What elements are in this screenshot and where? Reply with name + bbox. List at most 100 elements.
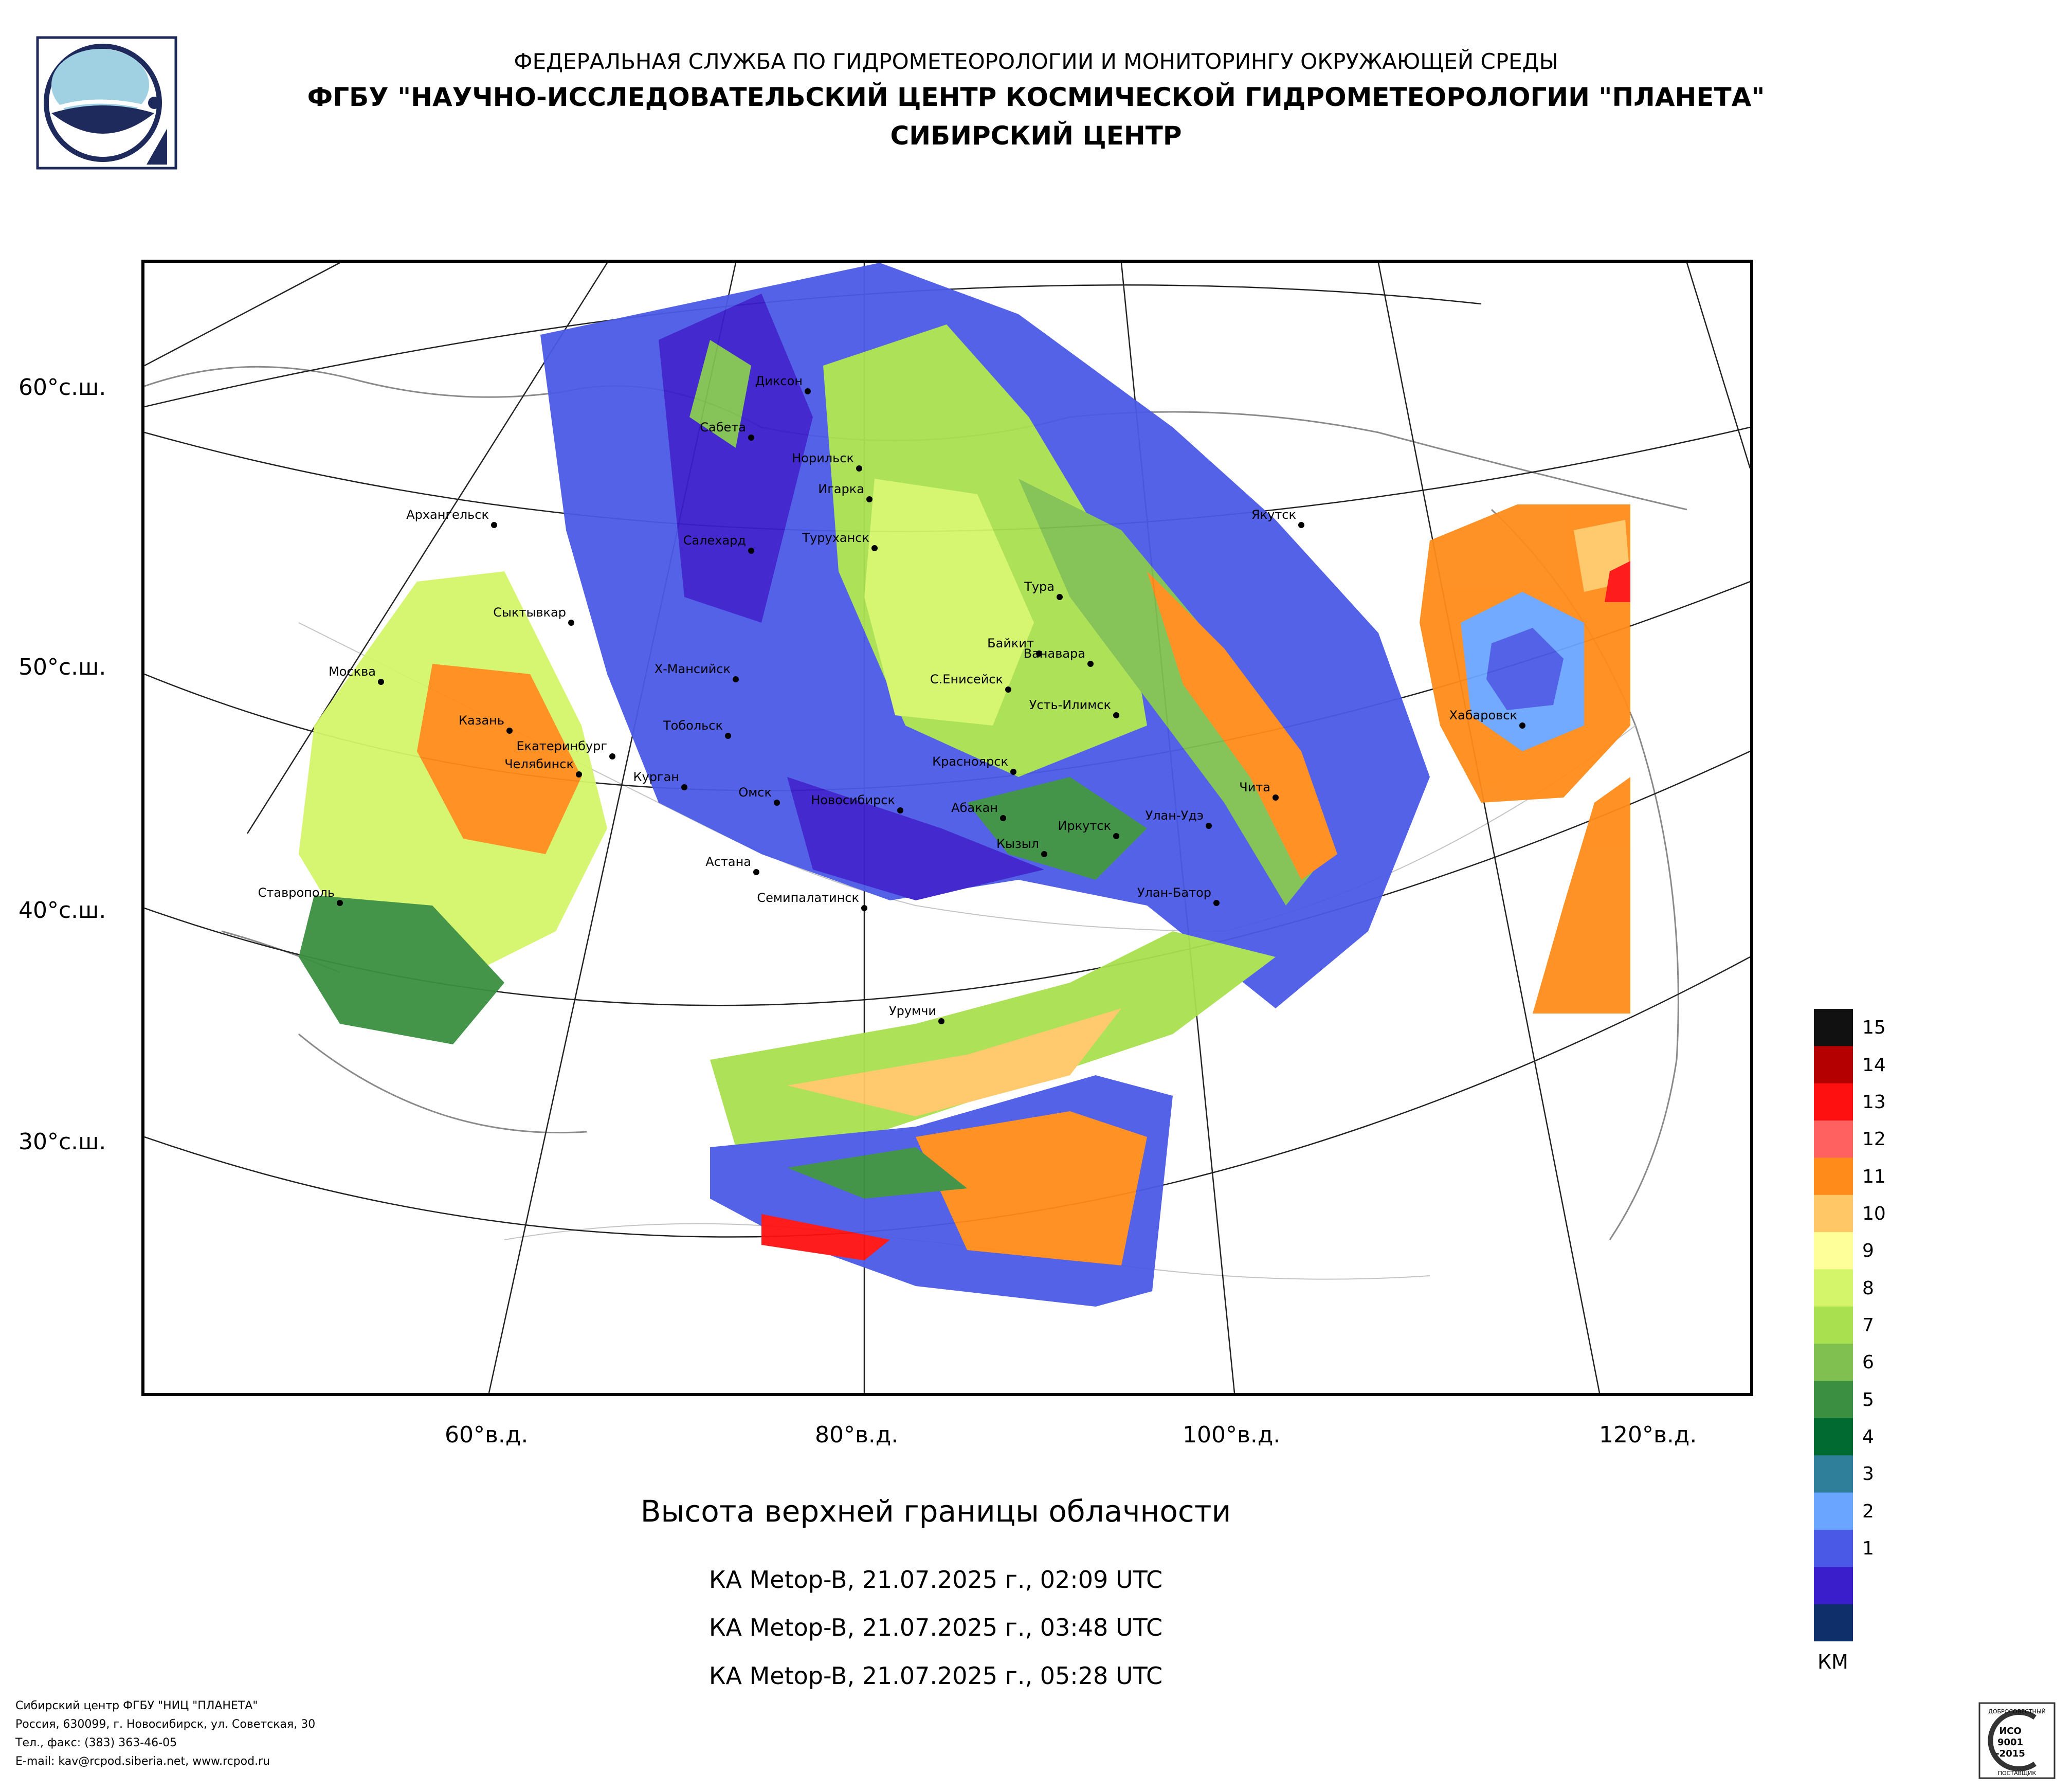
iso-top-text: ДОБРОСОВЕСТНЫЙ	[1988, 1708, 2046, 1715]
agency-title: ФЕДЕРАЛЬНАЯ СЛУЖБА ПО ГИДРОМЕТЕОРОЛОГИИ …	[514, 49, 1558, 74]
center-title: СИБИРСКИЙ ЦЕНТР	[890, 121, 1182, 151]
cloud-field	[299, 263, 1630, 1307]
city-marker	[774, 800, 780, 806]
legend-label: 6	[1862, 1352, 1874, 1373]
city-marker	[1087, 661, 1094, 667]
city-22: Курган	[633, 770, 687, 790]
city-label: Челябинск	[504, 757, 574, 771]
legend-label: 1	[1862, 1538, 1874, 1560]
city-13: Х-Мансийск	[655, 662, 739, 682]
city-marker	[871, 545, 878, 551]
legend-swatch	[1814, 1269, 1853, 1307]
city-24: Новосибирск	[811, 793, 903, 813]
city-16: Хабаровск	[1449, 708, 1525, 729]
legend-label: 5	[1862, 1389, 1874, 1410]
city-marker	[1005, 686, 1011, 693]
organization-title: ФГБУ "НАУЧНО-ИССЛЕДОВАТЕЛЬСКИЙ ЦЕНТР КОС…	[307, 82, 1765, 112]
legend-swatch	[1814, 1492, 1853, 1530]
city-label: Салехард	[683, 533, 746, 548]
legend-swatch	[1814, 1009, 1853, 1046]
city-marker	[866, 496, 873, 502]
city-marker	[1113, 712, 1119, 718]
city-label: Сабета	[700, 420, 746, 435]
city-marker	[378, 679, 384, 685]
cloud-top-height-map: Диксон Сабета Норильск Игарка Архангельск Сал…	[141, 260, 1753, 1396]
city-21: Красноярск	[932, 754, 1016, 775]
city-marker	[1206, 823, 1212, 829]
city-26: Чита	[1239, 780, 1279, 801]
legend-swatch	[1814, 1232, 1853, 1270]
pass-line-3: КА Metop-B, 21.07.2025 г., 05:28 UTC	[708, 1662, 1163, 1690]
legend-label: 14	[1862, 1054, 1886, 1076]
city-10: Байкит	[987, 636, 1042, 657]
city-label: Ставрополь	[258, 885, 335, 900]
lon-label-60: 60°в.д.	[445, 1422, 529, 1448]
city-marker	[805, 388, 811, 394]
city-3: Игарка	[818, 482, 873, 502]
city-label: Урумчи	[889, 1004, 936, 1018]
city-label: Норильск	[792, 451, 854, 465]
city-19: Екатеринбург	[517, 739, 615, 759]
city-marker	[568, 620, 574, 626]
city-32: Семипалатинск	[757, 891, 867, 911]
city-27: Улан-Удэ	[1146, 808, 1212, 829]
city-label: Якутск	[1251, 508, 1296, 522]
city-marker	[506, 728, 513, 734]
city-marker	[753, 869, 759, 875]
city-marker	[681, 784, 687, 790]
city-label: Москва	[329, 664, 376, 679]
city-9: Сыктывкар	[493, 605, 574, 626]
footer-line-4: E-mail: kav@rcpod.siberia.net, www.rcpod…	[15, 1755, 270, 1768]
city-marker	[897, 807, 903, 813]
city-label: Улан-Батор	[1137, 885, 1211, 900]
city-label: Байкит	[987, 636, 1034, 650]
pass-line-2: КА Metop-B, 21.07.2025 г., 03:48 UTC	[708, 1614, 1163, 1641]
city-label: Диксон	[755, 374, 803, 388]
city-12: Москва	[329, 664, 384, 685]
legend-swatch	[1814, 1567, 1853, 1605]
city-marker	[609, 753, 615, 759]
city-label: Иркутск	[1058, 819, 1111, 833]
legend-swatch	[1814, 1046, 1853, 1084]
lat-label-30: 30°с.ш.	[19, 1129, 106, 1155]
city-label: Ванавара	[1024, 646, 1085, 661]
legend-label: 10	[1862, 1203, 1886, 1224]
legend-unit: КМ	[1817, 1651, 1848, 1673]
legend-swatch	[1814, 1306, 1853, 1344]
city-label: Хабаровск	[1449, 708, 1517, 722]
footer-line-2: Россия, 630099, г. Новосибирск, ул. Сове…	[15, 1718, 316, 1731]
legend-swatch	[1814, 1195, 1853, 1233]
legend-swatch	[1814, 1455, 1853, 1493]
lon-label-100: 100°в.д.	[1183, 1422, 1281, 1448]
city-7: Тура	[1024, 580, 1063, 600]
city-30: Астана	[705, 855, 759, 875]
city-label: Екатеринбург	[517, 739, 607, 753]
legend-label: 4	[1862, 1426, 1874, 1448]
iso-certification-badge: ДОБРОСОВЕСТНЫЙ ИСО 9001 -2015 ПОСТАВЩИК	[1978, 1702, 2056, 1779]
city-0: Диксон	[755, 374, 811, 394]
city-18: Тобольск	[663, 718, 731, 739]
city-31: Ставрополь	[258, 885, 343, 906]
city-23: Омск	[738, 785, 780, 806]
pass-line-1: КА Metop-B, 21.07.2025 г., 02:09 UTC	[708, 1566, 1163, 1594]
legend-swatch	[1814, 1120, 1853, 1158]
city-marker	[1273, 794, 1279, 801]
iso-line-2: 9001	[1997, 1737, 2023, 1748]
city-marker	[856, 465, 862, 472]
city-label: Сыктывкар	[493, 605, 566, 620]
city-1: Сабета	[700, 420, 754, 441]
legend-swatch	[1814, 1529, 1853, 1567]
city-label: Новосибирск	[811, 793, 895, 807]
footer-line-1: Сибирский центр ФГБУ "НИЦ "ПЛАНЕТА"	[15, 1699, 258, 1712]
legend-swatch	[1814, 1083, 1853, 1121]
color-scale-legend	[1814, 1009, 1853, 1641]
city-label: Усть-Илимск	[1029, 698, 1111, 712]
legend-swatch	[1814, 1344, 1853, 1382]
city-marker	[1010, 769, 1016, 775]
city-label: Улан-Удэ	[1146, 808, 1204, 823]
city-14: С.Енисейск	[930, 672, 1011, 693]
lon-label-80: 80°в.д.	[815, 1422, 899, 1448]
city-label: Х-Мансийск	[655, 662, 731, 676]
city-marker	[337, 900, 343, 906]
planeta-logo	[36, 36, 177, 170]
